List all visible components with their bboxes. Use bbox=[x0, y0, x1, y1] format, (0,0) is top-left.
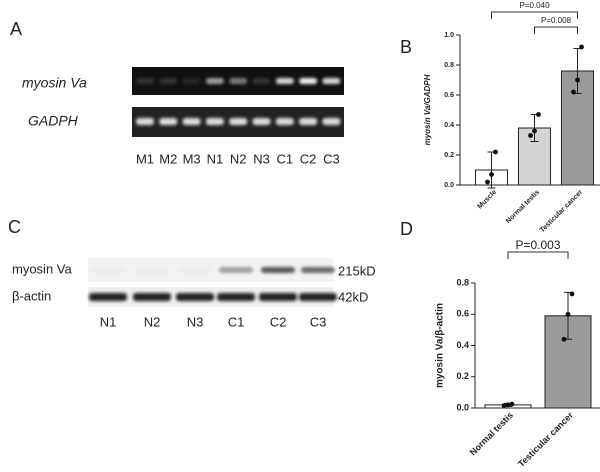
band bbox=[217, 293, 255, 301]
significance-bracket bbox=[491, 11, 578, 19]
data-point bbox=[579, 44, 584, 50]
panel-label: A bbox=[10, 19, 22, 39]
band bbox=[229, 118, 248, 125]
band bbox=[259, 293, 297, 301]
data-point bbox=[493, 149, 498, 155]
panel-label: B bbox=[400, 37, 412, 57]
y-tick-label: 0.6 bbox=[444, 92, 454, 99]
lane-label: M3 bbox=[183, 151, 201, 166]
lane-label: N2 bbox=[230, 151, 247, 166]
y-tick-label: 0.6 bbox=[456, 309, 469, 319]
significance-bracket bbox=[534, 26, 578, 34]
lane-label: C2 bbox=[270, 314, 287, 329]
row-label: β-actin bbox=[12, 288, 51, 303]
band bbox=[136, 118, 154, 125]
lane-label: N2 bbox=[144, 314, 161, 329]
band bbox=[91, 267, 125, 273]
y-tick-label: 0.2 bbox=[456, 371, 469, 381]
lane-label: C1 bbox=[228, 314, 245, 329]
y-axis-label: myosin Va/GADPH bbox=[423, 74, 432, 145]
data-point bbox=[509, 401, 515, 407]
y-tick-label: 0.2 bbox=[444, 152, 454, 159]
band bbox=[322, 78, 341, 84]
lane-label: M1 bbox=[136, 151, 154, 166]
band bbox=[205, 78, 224, 84]
x-tick-label: Testicular cancer bbox=[539, 189, 584, 234]
y-tick-label: 0.4 bbox=[444, 122, 454, 129]
y-axis-label: myosin Va/β-actin bbox=[435, 303, 446, 388]
row-label: GADPH bbox=[28, 113, 79, 129]
y-tick-label: 0.8 bbox=[456, 277, 469, 287]
band bbox=[89, 293, 127, 301]
annotation: P=0.003 bbox=[515, 238, 560, 252]
y-tick-label: 1.0 bbox=[444, 32, 454, 39]
band bbox=[159, 118, 178, 125]
x-tick-label: Normal testis bbox=[468, 410, 515, 457]
band bbox=[299, 118, 318, 125]
y-tick-label: 0.0 bbox=[444, 182, 454, 189]
lane-label: N1 bbox=[207, 151, 224, 166]
data-point bbox=[536, 112, 541, 117]
lane-label: M2 bbox=[159, 151, 177, 166]
data-point bbox=[485, 179, 490, 185]
band bbox=[299, 293, 337, 301]
y-tick-label: 0.4 bbox=[456, 340, 469, 350]
band bbox=[182, 118, 201, 125]
y-tick-label: 0.8 bbox=[444, 62, 454, 69]
lane-label: C3 bbox=[310, 314, 327, 329]
lane-label: C1 bbox=[276, 151, 293, 166]
data-point bbox=[561, 336, 567, 342]
band bbox=[136, 78, 154, 84]
panel-label: C bbox=[8, 217, 21, 237]
annotation: P=0.008 bbox=[541, 16, 572, 25]
lane-label: C3 bbox=[323, 151, 340, 166]
band bbox=[182, 78, 201, 84]
band bbox=[135, 267, 169, 273]
band bbox=[176, 293, 214, 301]
band bbox=[229, 78, 248, 84]
band bbox=[299, 78, 318, 84]
panel-label: D bbox=[400, 219, 413, 239]
bar bbox=[544, 315, 592, 409]
band bbox=[275, 78, 294, 84]
size-label: 42kD bbox=[338, 289, 368, 304]
data-point bbox=[505, 402, 511, 408]
band bbox=[219, 267, 253, 273]
size-label: 215kD bbox=[338, 263, 376, 278]
band bbox=[178, 267, 212, 273]
data-point bbox=[565, 311, 571, 317]
data-point bbox=[489, 172, 494, 177]
band bbox=[301, 267, 335, 273]
band bbox=[159, 78, 178, 84]
data-point bbox=[569, 291, 575, 297]
x-tick-label: Normal testis bbox=[505, 189, 541, 225]
lane-label: N1 bbox=[100, 314, 117, 329]
band bbox=[205, 118, 224, 125]
data-point bbox=[575, 77, 580, 83]
data-point bbox=[532, 128, 537, 134]
band bbox=[133, 293, 171, 301]
y-tick-label: 0.0 bbox=[456, 402, 469, 412]
row-label: myosin Va bbox=[22, 75, 87, 91]
lane-label: C2 bbox=[300, 151, 317, 166]
band bbox=[252, 118, 271, 125]
band bbox=[275, 118, 294, 125]
band bbox=[322, 118, 341, 125]
lane-label: N3 bbox=[187, 314, 204, 329]
annotation: P=0.040 bbox=[519, 1, 550, 10]
bar bbox=[518, 127, 551, 186]
band bbox=[252, 78, 271, 84]
row-label: myosin Va bbox=[12, 261, 72, 276]
x-tick-label: Muscle bbox=[476, 189, 498, 211]
x-tick-label: Testicular cancer bbox=[516, 410, 575, 469]
lane-label: N3 bbox=[253, 151, 270, 166]
data-point bbox=[501, 403, 507, 409]
data-point bbox=[528, 133, 533, 138]
data-point bbox=[571, 89, 576, 95]
band bbox=[261, 267, 295, 273]
significance-bracket bbox=[507, 251, 569, 259]
